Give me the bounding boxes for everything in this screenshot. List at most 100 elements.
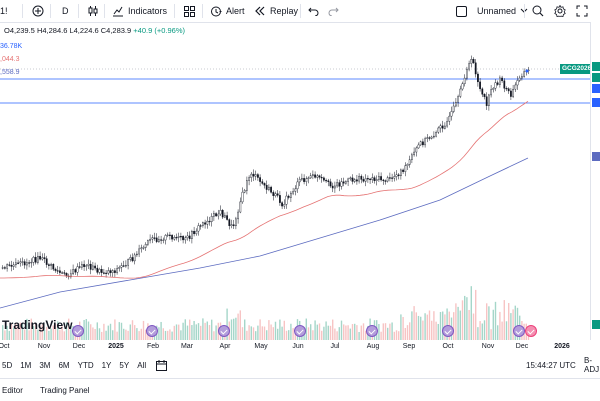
candle-body [448, 115, 451, 122]
volume-bar [468, 310, 470, 340]
range-3m[interactable]: 3M [39, 360, 51, 370]
volume-bar [200, 325, 202, 340]
volume-bar [54, 323, 57, 340]
plus-circle-icon [32, 5, 44, 17]
volume-bar [459, 310, 461, 340]
candle-body [523, 71, 526, 77]
volume-bar [241, 327, 244, 340]
chart-type-button[interactable] [88, 0, 98, 22]
time-axis[interactable]: Oct Nov Dec 2025 Feb Mar Apr May Jun Jul Aug Sep Oct… [0, 340, 590, 354]
alert-button[interactable]: Alert [210, 0, 245, 22]
volume-bar [360, 325, 362, 340]
candle-body [294, 188, 297, 192]
volume-bar [290, 323, 292, 340]
candle-body [499, 77, 501, 85]
volume-bar [230, 319, 233, 340]
adjustment-toggle[interactable]: B-ADJ [584, 356, 600, 374]
clock-time[interactable]: 15:44:27 UTC [526, 360, 576, 370]
event-marker[interactable] [72, 325, 84, 337]
symbol-search-button[interactable]: 1! [0, 0, 8, 22]
candle-body [228, 219, 231, 226]
candle-body [241, 191, 244, 203]
moving-average-slow[interactable] [0, 157, 529, 309]
volume-bar [415, 312, 417, 340]
event-marker[interactable] [366, 325, 378, 337]
indicators-button[interactable]: Indicators [112, 0, 167, 22]
time-axis-label: May [254, 343, 268, 350]
replay-button[interactable]: Replay [254, 0, 298, 22]
volume-bar [395, 330, 398, 340]
compare-button[interactable] [32, 0, 44, 22]
volume-bar [499, 311, 501, 340]
volume-bar [497, 325, 499, 340]
candle-body [358, 175, 360, 182]
candle-body [512, 88, 515, 97]
tab-trading-panel[interactable]: Trading Panel [40, 385, 90, 395]
candle-body [162, 239, 165, 241]
quick-search-button[interactable] [532, 0, 544, 22]
candle-body [173, 237, 176, 240]
candle-body [318, 175, 321, 178]
layout-button[interactable]: Unnamed [456, 0, 528, 22]
volume-bar [393, 331, 395, 340]
range-1m[interactable]: 1M [20, 360, 32, 370]
volume-bar [347, 325, 349, 340]
volume-bar [261, 326, 263, 340]
redo-button[interactable] [328, 0, 339, 22]
price-chart[interactable] [0, 22, 590, 340]
volume-bar [362, 323, 365, 340]
settings-button[interactable] [554, 0, 566, 22]
time-axis-label: Dec [72, 343, 86, 350]
volume-bar [435, 321, 437, 340]
volume-bar [195, 324, 197, 340]
candle-body [270, 186, 272, 193]
calendar-range-icon[interactable] [156, 359, 168, 371]
volume-bar [252, 327, 255, 340]
candle-body [50, 264, 53, 266]
event-marker[interactable] [218, 325, 230, 337]
event-marker-earnings[interactable] [525, 325, 537, 337]
range-all[interactable]: All [137, 360, 147, 370]
range-ytd[interactable]: YTD [77, 360, 94, 370]
volume-bar [378, 324, 380, 340]
interval-button[interactable]: D [62, 0, 69, 22]
candle-body [382, 179, 385, 181]
range-1y[interactable]: 1Y [101, 360, 112, 370]
templates-button[interactable] [184, 0, 195, 22]
candle-body [226, 215, 228, 220]
volume-bar [259, 319, 261, 340]
event-marker[interactable] [294, 325, 306, 337]
event-marker[interactable] [146, 325, 158, 337]
volume-bar [173, 325, 175, 340]
price-tag-current [592, 62, 600, 71]
volume-bar [90, 324, 92, 340]
range-5d[interactable]: 5D [2, 360, 13, 370]
moving-average-fast[interactable] [0, 100, 529, 279]
candle-body [428, 137, 431, 139]
candle-body [496, 82, 499, 85]
indicator-value-ma-slow: ,558.9 [0, 69, 20, 76]
volume-bar [512, 309, 514, 340]
candle-body [69, 273, 72, 278]
candle-body [424, 138, 426, 146]
volume-bar [182, 322, 184, 340]
volume-bar [26, 318, 28, 340]
volume-bar [127, 330, 129, 340]
volume-bar [15, 322, 17, 340]
tab-pine-editor[interactable]: Editor [2, 385, 23, 395]
tradingview-logo[interactable]: TradingView [2, 318, 72, 332]
event-marker[interactable] [442, 325, 454, 337]
volume-bar [206, 321, 208, 340]
range-5y[interactable]: 5Y [119, 360, 130, 370]
fullscreen-button[interactable] [576, 0, 588, 22]
range-6m[interactable]: 6M [58, 360, 70, 370]
event-marker[interactable] [513, 325, 525, 337]
price-axis[interactable] [590, 22, 600, 340]
candle-body [78, 266, 81, 268]
volume-bar [186, 325, 189, 340]
candle-body [312, 174, 314, 176]
undo-button[interactable] [308, 0, 319, 22]
volume-bar [204, 322, 206, 340]
candle-body [477, 73, 479, 83]
volume-bar [140, 328, 142, 340]
